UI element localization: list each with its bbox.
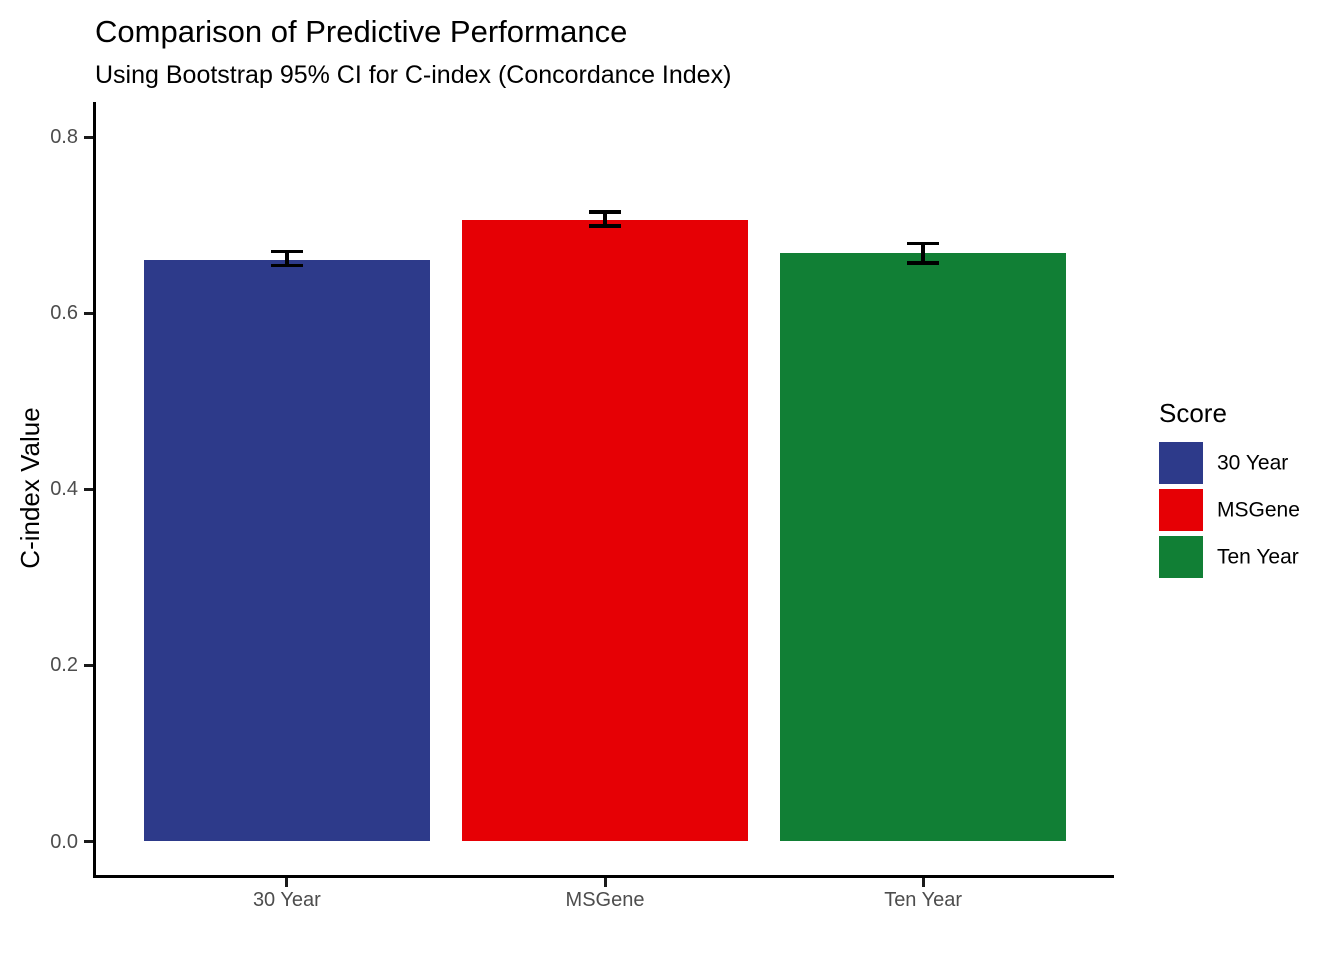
- error-bar-cap: [907, 261, 940, 265]
- error-bar-cap: [589, 210, 621, 214]
- x-axis-tick: [285, 878, 289, 887]
- x-tick-label: MSGene: [565, 889, 645, 911]
- x-tick-label: 30 Year: [252, 889, 321, 911]
- legend-label: MSGene: [1217, 498, 1300, 522]
- legend-item: MSGene: [1159, 489, 1300, 531]
- x-tick-label: Ten Year: [884, 889, 963, 911]
- y-axis-tick: [84, 840, 93, 843]
- legend: Score 30 Year MSGene Ten Year: [1159, 398, 1300, 583]
- chart-subtitle: Using Bootstrap 95% CI for C-index (Conc…: [95, 61, 732, 89]
- bar-30-year: [143, 260, 431, 842]
- y-tick-label: 0.8: [50, 126, 78, 148]
- y-tick-label: 0.4: [50, 478, 78, 501]
- plot-panel: [93, 102, 1114, 878]
- legend-title: Score: [1159, 398, 1227, 428]
- legend-label: Ten Year: [1217, 545, 1299, 569]
- y-tick-label: 0.0: [50, 830, 78, 853]
- error-bar-stem: [603, 211, 607, 226]
- legend-swatch-ten-year: [1159, 536, 1203, 578]
- legend-item: 30 Year: [1159, 442, 1288, 484]
- bar-msgene: [461, 219, 749, 842]
- error-bar-cap: [270, 249, 303, 254]
- bar-ten-year: [779, 253, 1067, 842]
- y-axis-tick: [84, 135, 93, 139]
- legend-item: Ten Year: [1159, 536, 1299, 578]
- y-axis-tick: [84, 663, 93, 667]
- y-tick-label: 0.6: [50, 302, 78, 325]
- y-tick-label: 0.2: [50, 654, 78, 677]
- y-axis-tick: [84, 311, 93, 315]
- y-axis-tick: [84, 487, 93, 491]
- x-axis-tick: [921, 878, 925, 887]
- legend-swatch-30-year: [1159, 442, 1203, 484]
- x-axis-tick: [603, 878, 607, 887]
- error-bar-cap: [907, 241, 940, 246]
- chart-title: Comparison of Predictive Performance: [95, 14, 628, 49]
- legend-swatch-msgene: [1159, 489, 1203, 531]
- error-bar-stem: [921, 243, 925, 263]
- error-bar-cap: [270, 263, 303, 268]
- error-bar-cap: [589, 224, 621, 228]
- error-bar-stem: [285, 251, 289, 266]
- legend-label: 30 Year: [1217, 451, 1289, 475]
